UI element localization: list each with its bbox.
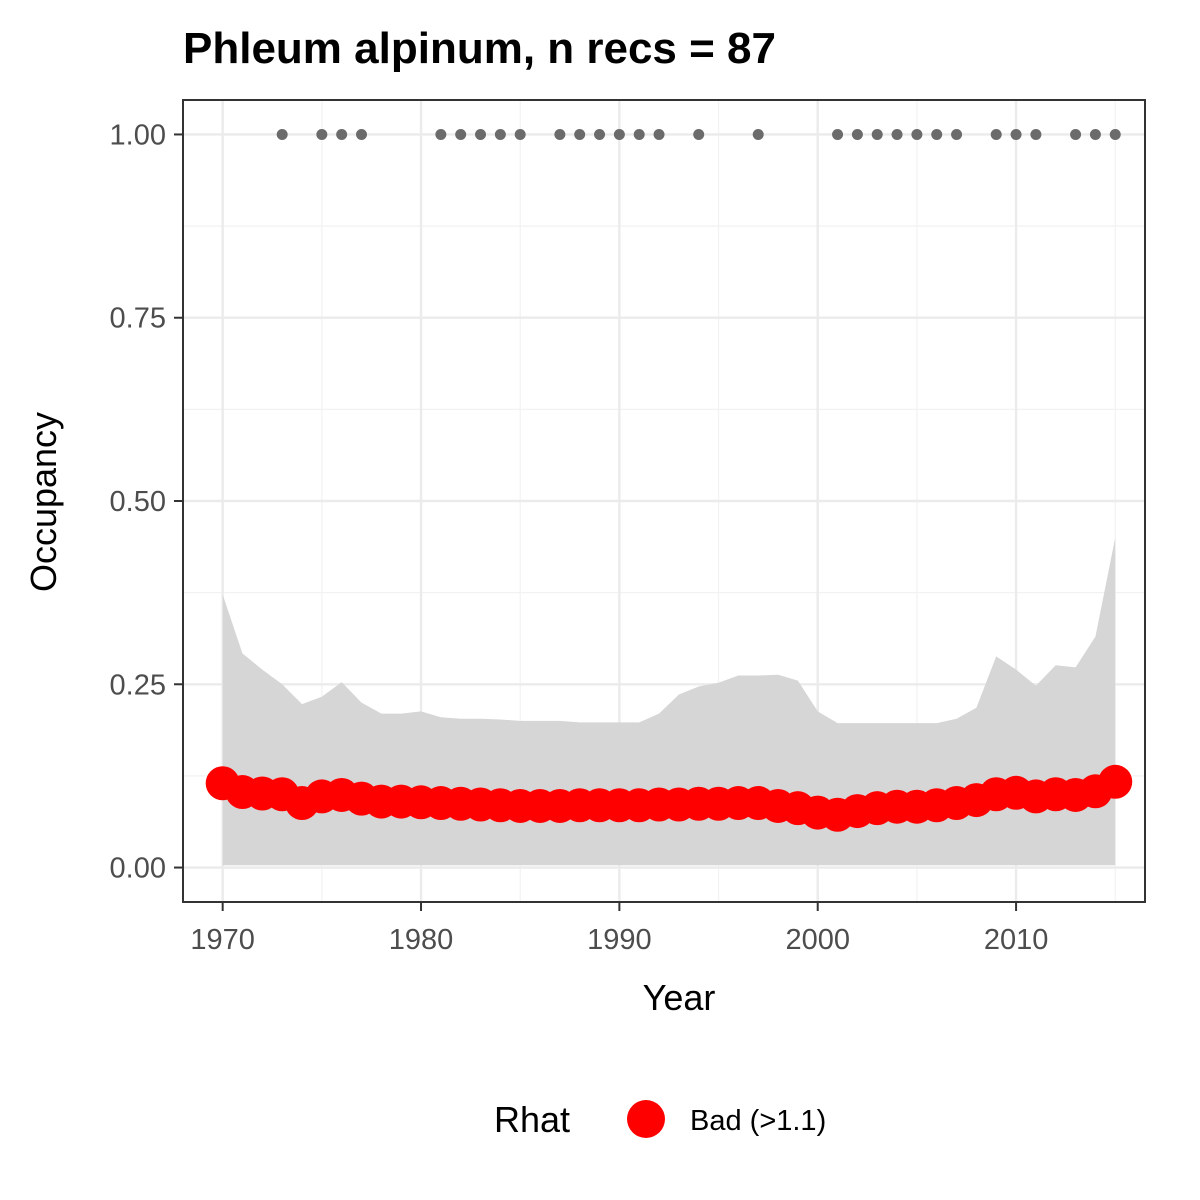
legend: Rhat Bad (>1.1) [494, 1099, 826, 1140]
chart-title: Phleum alpinum, n recs = 87 [183, 24, 776, 73]
legend-key-bad [627, 1100, 665, 1138]
record-point [1030, 129, 1041, 140]
x-tick-label: 1990 [587, 924, 652, 956]
record-point [693, 129, 704, 140]
record-point [1110, 129, 1121, 140]
x-tick-label: 1970 [190, 924, 255, 956]
record-point [852, 129, 863, 140]
y-tick-label: 0.50 [110, 486, 166, 518]
record-point [911, 129, 922, 140]
record-point [594, 129, 605, 140]
record-point [435, 129, 446, 140]
x-tick-label: 2010 [984, 924, 1049, 956]
x-tick-label: 2000 [785, 924, 850, 956]
record-point [515, 129, 526, 140]
record-point [356, 129, 367, 140]
y-tick-label: 0.75 [110, 303, 166, 335]
y-axis-title: Occupancy [23, 412, 64, 592]
occupancy-point [1098, 765, 1132, 799]
record-point [634, 129, 645, 140]
y-axis: 0.00 0.25 0.50 0.75 1.00 [110, 119, 183, 884]
record-point [455, 129, 466, 140]
x-tick-label: 1980 [389, 924, 454, 956]
record-point [991, 129, 1002, 140]
y-tick-label: 0.25 [110, 669, 166, 701]
record-point [574, 129, 585, 140]
x-axis-title: Year [643, 977, 716, 1018]
record-point [753, 129, 764, 140]
record-point [654, 129, 665, 140]
record-point [832, 129, 843, 140]
record-point [336, 129, 347, 140]
record-point [277, 129, 288, 140]
record-point [475, 129, 486, 140]
record-point [495, 129, 506, 140]
record-point [892, 129, 903, 140]
record-point [554, 129, 565, 140]
record-point [1070, 129, 1081, 140]
record-point [1090, 129, 1101, 140]
y-tick-label: 0.00 [110, 853, 166, 885]
x-axis: 1970 1980 1990 2000 2010 [190, 902, 1048, 956]
y-tick-label: 1.00 [110, 119, 166, 151]
legend-label-bad: Bad (>1.1) [690, 1105, 826, 1137]
record-point [614, 129, 625, 140]
record-point [951, 129, 962, 140]
record-point [1011, 129, 1022, 140]
plot-panel [183, 100, 1145, 902]
record-point [316, 129, 327, 140]
record-point [872, 129, 883, 140]
legend-title: Rhat [494, 1099, 570, 1140]
record-point [931, 129, 942, 140]
